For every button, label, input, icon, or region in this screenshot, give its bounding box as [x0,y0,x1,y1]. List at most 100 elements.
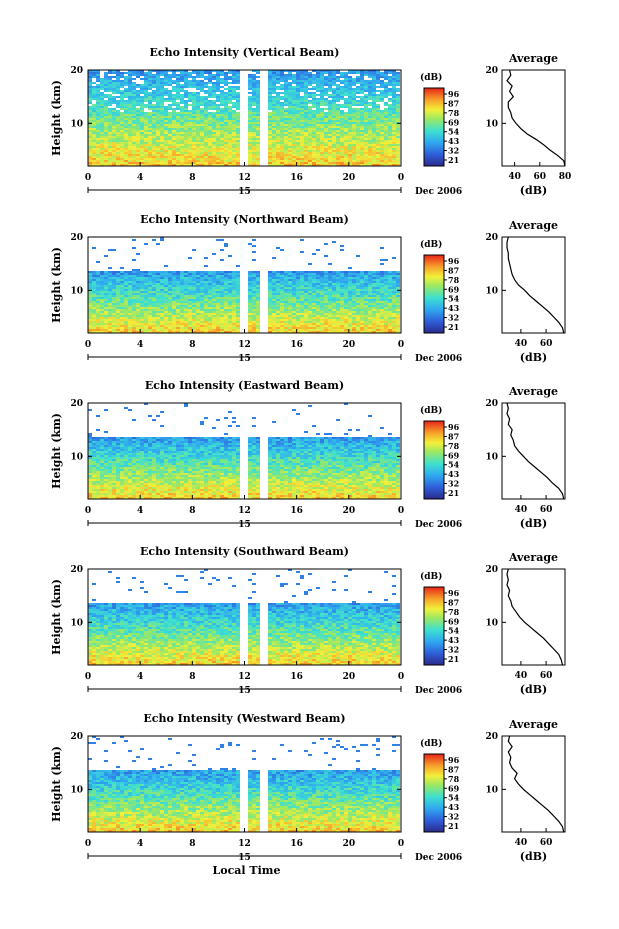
heatmap-cell [180,327,184,329]
heatmap-cell [332,138,336,140]
heatmap-cell [152,134,156,136]
heatmap-cell [88,124,92,126]
heatmap-cell [112,128,116,130]
heatmap-cell [152,317,156,319]
heatmap-cell [104,277,108,279]
heatmap-cell [216,126,220,128]
heatmap-cell [352,148,356,150]
heatmap-cell [176,88,180,90]
heatmap-cell [152,136,156,138]
heatmap-cell [236,92,240,94]
heatmap-cell [116,279,120,281]
heatmap-cell [224,293,228,295]
heatmap-cell [268,279,272,281]
heatmap-cell [148,152,152,154]
heatmap-cell [212,152,216,154]
heatmap-cell [348,142,352,144]
heatmap-cell [192,78,196,80]
heatmap-cell [208,108,212,110]
heatmap-cell [332,98,336,100]
heatmap-cell [280,78,284,80]
heatmap-cell [236,104,240,106]
heatmap-cell [300,70,304,72]
heatmap-cell [224,331,228,333]
heatmap-cell [132,132,136,134]
heatmap-cell [384,88,388,90]
heatmap-cell [196,158,200,160]
heatmap-cell [92,92,96,94]
heatmap-cell [144,114,148,116]
heatmap-cell [124,311,128,313]
heatmap-cell [288,136,292,138]
heatmap-cell [316,86,320,88]
heatmap-cell [280,112,284,114]
heatmap-cell [228,134,232,136]
heatmap-cell [288,160,292,162]
heatmap-cell [256,329,260,331]
heatmap-cell [108,158,112,160]
heatmap-cell [220,132,224,134]
heatmap-cell [88,110,92,112]
heatmap-cell [320,84,324,86]
heatmap-cell [332,130,336,132]
heatmap-cell [304,329,308,331]
heatmap-cell [268,287,272,289]
heatmap-cell [332,140,336,142]
heatmap-cell [248,289,252,291]
heatmap-cell [224,92,228,94]
heatmap-cell [376,164,380,166]
heatmap-cell [396,96,400,98]
heatmap-cell [88,325,92,327]
heatmap-cell [316,98,320,100]
heatmap-cell [356,118,360,120]
heatmap-cell [144,295,148,297]
heatmap-cell [172,134,176,136]
heatmap-cell [108,313,112,315]
heatmap-cell [120,160,124,162]
heatmap-cell [160,142,164,144]
heatmap-cell [396,128,400,130]
heatmap-cell [196,309,200,311]
heatmap-cell [136,114,140,116]
heatmap-cell [288,273,292,275]
heatmap-cell [184,154,188,156]
heatmap-cell [120,271,124,273]
heatmap-cell [360,144,364,146]
heatmap-cell [96,303,100,305]
heatmap-cell [160,82,164,84]
heatmap-cell [120,311,124,313]
heatmap-cell [112,122,116,124]
heatmap-cell [128,285,132,287]
heatmap-cell [208,100,212,102]
heatmap-cell [180,116,184,118]
heatmap-cell [224,277,228,279]
heatmap-cell [208,329,212,331]
heatmap-cell [376,120,380,122]
heatmap-cell [384,78,388,80]
heatmap-cell [228,323,232,325]
heatmap-cell [300,154,304,156]
heatmap-cell [120,140,124,142]
heatmap-cell [168,327,172,329]
heatmap-cell [92,301,96,303]
heatmap-cell [232,96,236,98]
heatmap-cell [128,297,132,299]
heatmap-cell [100,80,104,82]
heatmap-cell [204,112,208,114]
heatmap-cell [228,156,232,158]
heatmap-cell [196,301,200,303]
heatmap-cell [200,152,204,154]
heatmap-cell [356,88,360,90]
heatmap-cell [132,152,136,154]
heatmap-cell [216,305,220,307]
heatmap-cell [104,303,108,305]
heatmap-cell [388,136,392,138]
heatmap-cell [140,84,144,86]
heatmap-cell [212,74,216,76]
heatmap-cell [180,122,184,124]
heatmap-cell [392,124,396,126]
heatmap-cell [272,281,276,283]
heatmap-cell [128,124,132,126]
heatmap-cell [308,128,312,130]
heatmap-cell [148,114,152,116]
